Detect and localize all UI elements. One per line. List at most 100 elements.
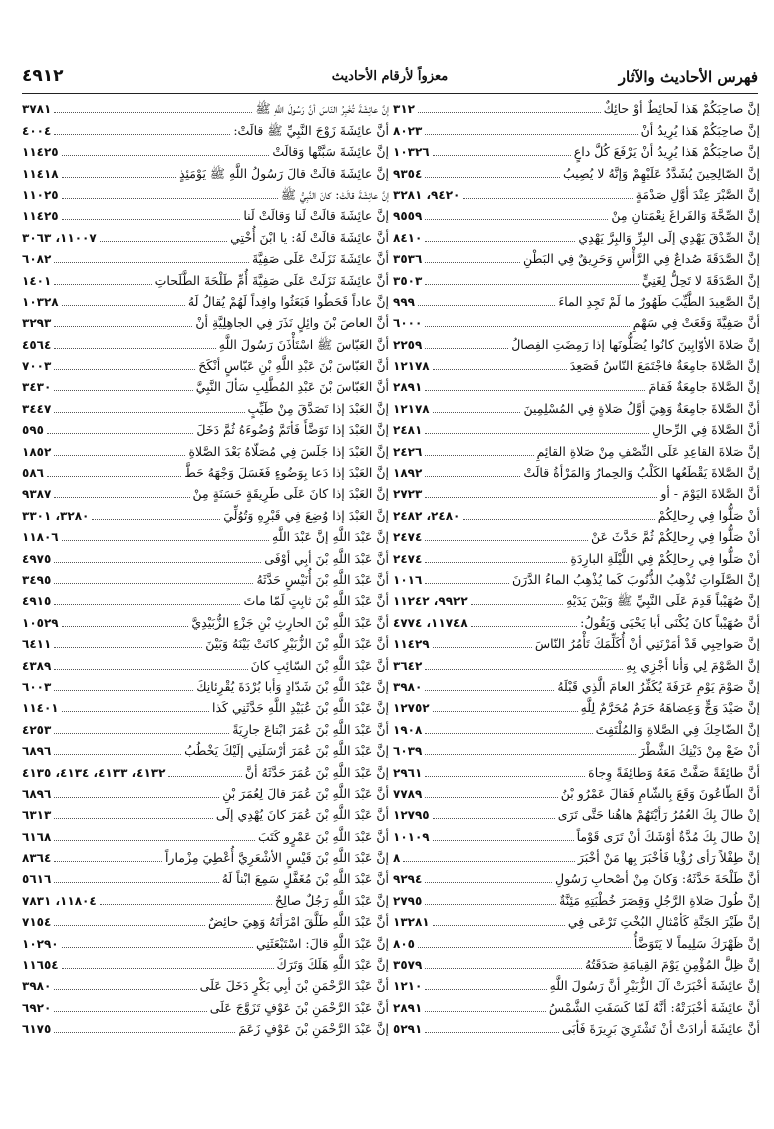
dotted-leader <box>54 390 193 392</box>
index-entry: أنَّ عائِشَةَ أرادَتْ أنْ تَشْتَرِيَ بَر… <box>393 1017 760 1038</box>
hadith-reference-numbers: ١٨٥٢ <box>22 444 52 459</box>
hadith-reference-numbers: ٣٥٣٦ <box>393 252 423 267</box>
dotted-leader <box>54 582 254 584</box>
hadith-incipit: إنَّ الصّالِحِينَ يُشَدَّدُ عَلَيْهِمْ و… <box>563 165 760 181</box>
hadith-incipit: أنَّ عَبْدَ اللَّهِ بْنَ عُمَرَ ابْتاعَ … <box>232 721 389 737</box>
dotted-leader <box>432 925 565 927</box>
index-entry: أنْ صَلُّوا فِي رِحالِكُمْ ثُمَّ حَدَّثَ… <box>393 525 760 546</box>
index-entry: إنَّ عائِشَةَ قالَتْ قالَ رَسُولُ اللَّه… <box>22 161 389 182</box>
hadith-incipit: إنَّ عَبْدَ اللَّهِ بْنَ عُمَرَ حَدَّثَه… <box>244 764 389 780</box>
hadith-reference-numbers: ٢٤٧٤ <box>393 530 423 545</box>
hadith-incipit: أنَّ عَبْدَ الرَّحْمَنِ بْنَ أبِي بَكْرٍ… <box>199 978 389 994</box>
hadith-reference-numbers: ٧٧٨٩ <box>393 786 423 801</box>
hadith-reference-numbers: ٥٩٥ <box>22 423 44 438</box>
index-entry: إنَّ عَبْدَ اللَّهِ بْنَ عُمَرَ أرْسَلَن… <box>22 739 389 760</box>
index-entry: أنَّ الصَّلاةَ جامِعَةٌ وَهِيَ أوَّلُ صَ… <box>393 396 760 417</box>
hadith-reference-numbers: ١١٨٠٦ <box>22 530 59 545</box>
index-entry: إنَّ عَبْدَ اللَّهِ رَجُلٌ صالِحٌ ١١٨٠٤، … <box>22 888 389 909</box>
dotted-leader <box>432 155 571 157</box>
dotted-leader <box>425 968 582 970</box>
hadith-incipit: أنَّ العَبّاسَ بْنَ عَبْدِ المُطَّلِبِ س… <box>195 379 389 395</box>
hadith-incipit: إنَّ عَبْدَ اللَّهِ رَجُلٌ صالِحٌ <box>275 892 389 908</box>
index-entry: أنَّ عَبْدَ اللَّهِ بْنَ عُمَرَ كانَ يُه… <box>22 803 389 824</box>
dotted-leader <box>61 711 209 713</box>
hadith-reference-numbers: ٦٠٣٩ <box>393 744 423 759</box>
dotted-leader <box>425 497 658 499</box>
dotted-leader <box>425 133 638 135</box>
dotted-leader <box>463 197 633 199</box>
hadith-incipit: إنَّ عائِشَةَ قالَتْ قالَ رَسُولُ اللَّه… <box>178 165 389 181</box>
hadith-incipit: أنَّ عَبْدَ اللَّهِ بْنَ مُغَفَّلٍ سَمِع… <box>221 871 389 887</box>
index-entry: إنَّ صَواحِبِي قَدْ أمَرْنَنِي أنْ أُكَل… <box>393 632 760 653</box>
index-entry: أنَّ عَبْدَ اللَّهِ بْنَ ثابِتٍ لَمّا ما… <box>22 589 389 610</box>
hadith-reference-numbers: ٦٠٠٣ <box>22 679 52 694</box>
index-column-right: إنَّ صاحِبَكُمْ هَذا لَحائِطٌ أوْ حائِكٌ… <box>393 97 760 1038</box>
hadith-incipit: أنْ صَلُّوا فِي رِحالِكُمْ <box>657 507 760 523</box>
index-entry: إنَّ عاداً قَحَطُوا فَبَعَثُوا وافِداً ل… <box>22 290 389 311</box>
index-entry: إنَّ صاحِبَكُمْ هَذا يُرِيدُ أنْ يَرْفَع… <box>393 140 760 161</box>
dotted-leader <box>54 818 213 820</box>
dotted-leader <box>61 197 278 199</box>
hadith-reference-numbers: ٨ <box>393 851 401 866</box>
hadith-incipit: إنَّ الصَّبْرَ عِنْدَ أوَّلِ صَدْمَةٍ <box>635 186 760 202</box>
hadith-incipit: أنَّ عَبْدَ اللَّهِ بْنَ أُنَيْسٍ حَدَّث… <box>256 571 389 587</box>
hadith-reference-numbers: ١١٤٢٩ <box>393 637 430 652</box>
dotted-leader <box>425 326 630 328</box>
index-column-left: إنَّ عائِشَةَ تُخْبِرُ النّاسَ أنَّ رَسُ… <box>22 97 389 1038</box>
hadith-incipit: أنَّ عَبْدَ اللَّهِ بْنَ الحارِثِ بْنِ ج… <box>191 614 389 630</box>
hadith-reference-numbers: ٩٩٩ <box>393 294 415 309</box>
index-entry: أنَّ عَبْدَ اللَّهِ بْنَ عُمَرَ ابْتاعَ … <box>22 717 389 738</box>
hadith-reference-numbers: ٩٩٢٢، ١١٢٤٢ <box>393 594 468 609</box>
dotted-leader <box>425 732 593 734</box>
dotted-leader <box>425 796 558 798</box>
hadith-reference-numbers: ٢٧٩٥ <box>393 893 423 908</box>
dotted-leader <box>61 968 274 970</box>
dotted-leader <box>432 369 567 371</box>
index-entry: إنَّ الصَّلاةَ يَقْطَعُها الكَلْبُ وَالح… <box>393 461 760 482</box>
dotted-leader <box>425 689 555 691</box>
index-entry: إنْ طالَ بِكَ مُدَّةٌ أوْشَكَ أنْ تَرَى … <box>393 824 760 845</box>
index-entry: أنَّ طائِفَةً صَفَّتْ مَعَهُ وَطائِفَةً … <box>393 760 760 781</box>
dotted-leader <box>425 240 576 242</box>
dotted-leader <box>54 561 262 563</box>
hadith-reference-numbers: ٩٢٩٤ <box>393 872 423 887</box>
dotted-leader <box>432 818 555 820</box>
hadith-reference-numbers: ١١٤٢٥ <box>22 145 59 160</box>
hadith-incipit: إنَّ الصَّلاةَ جامِعَةٌ فَقامَ <box>648 379 760 395</box>
hadith-reference-numbers: ١١٤١٨ <box>22 166 59 181</box>
hadith-reference-numbers: ٩٣٥٤ <box>393 166 423 181</box>
index-entry: إنَّ الصَّلاةَ جامِعَةٌ فاجْتَمَعَ النّا… <box>393 354 760 375</box>
index-entry: أنَّ الصَّلاةَ اليَوْمَ - أو ٢٧٢٣ <box>393 482 760 503</box>
hadith-reference-numbers: ١١٤٢٥ <box>22 209 59 224</box>
hadith-incipit: إنَّ الصِّحَّةَ وَالفَراغَ نِعْمَتانِ مِ… <box>611 208 760 224</box>
index-entry: أنَّ عَبْدَ اللَّهِ بْنَ الحارِثِ بْنِ ج… <box>22 610 389 631</box>
dotted-leader <box>425 262 520 264</box>
hadith-reference-numbers: ٣٤٣٠ <box>22 380 52 395</box>
hadith-reference-numbers: ٣١٢ <box>393 102 415 117</box>
hadith-incipit: إنَّ العَبْدَ إذا جَلَسَ فِي مُصَلّاهُ ب… <box>188 443 389 459</box>
hadith-reference-numbers: ٢٤٨١ <box>393 423 423 438</box>
dotted-leader <box>54 604 241 606</box>
dotted-leader <box>425 561 568 563</box>
hadith-incipit: إنَّ الصَّلاةَ جامِعَةٌ فاجْتَمَعَ النّا… <box>569 358 760 374</box>
dotted-leader <box>54 647 203 649</box>
dotted-leader <box>425 476 521 478</box>
dotted-leader <box>54 369 196 371</box>
hadith-incipit: إنَّ صاحِبَكُمْ هَذا يُرِيدُ أنْ يَرْفَع… <box>573 144 760 160</box>
hadith-incipit: إنَّ صاحِبَكُمْ هَذا يُرِيدُ أنْ <box>640 122 760 138</box>
hadith-reference-numbers: ٨٠٢٣ <box>393 123 423 138</box>
hadith-incipit: إنَّ صاحِبَكُمْ هَذا لَحائِطٌ أوْ حائِكٌ <box>603 101 760 117</box>
hadith-reference-numbers: ١٩٠٨ <box>393 722 423 737</box>
dotted-leader <box>99 240 228 242</box>
index-entry: إنَّ العَبْدَ إذا كانَ عَلَى طَرِيقَةٍ ح… <box>22 482 389 503</box>
hadith-incipit: إنَّ عاداً قَحَطُوا فَبَعَثُوا وافِداً ل… <box>187 293 389 309</box>
index-entry: أنَّ الطّاعُونَ وَقَعَ بِالشّامِ فَقالَ … <box>393 782 760 803</box>
hadith-reference-numbers: ٣٥٧٩ <box>393 958 423 973</box>
hadith-incipit: أنَّ الصَّلاةَ جامِعَةٌ وَهِيَ أوَّلُ صَ… <box>523 400 760 416</box>
hadith-reference-numbers: ٧٠٠٣ <box>22 359 52 374</box>
dotted-leader <box>425 219 609 221</box>
hadith-incipit: إنَّ العَبْدَ إذا كانَ عَلَى طَرِيقَةٍ ح… <box>192 486 390 502</box>
hadith-reference-numbers: ٩٤٢٠، ٣٢٨١ <box>393 187 461 202</box>
hadith-reference-numbers: ٤٩٧٥ <box>22 551 52 566</box>
hadith-reference-numbers: ١١٠٠٧، ٣٠٦٣ <box>22 230 97 245</box>
